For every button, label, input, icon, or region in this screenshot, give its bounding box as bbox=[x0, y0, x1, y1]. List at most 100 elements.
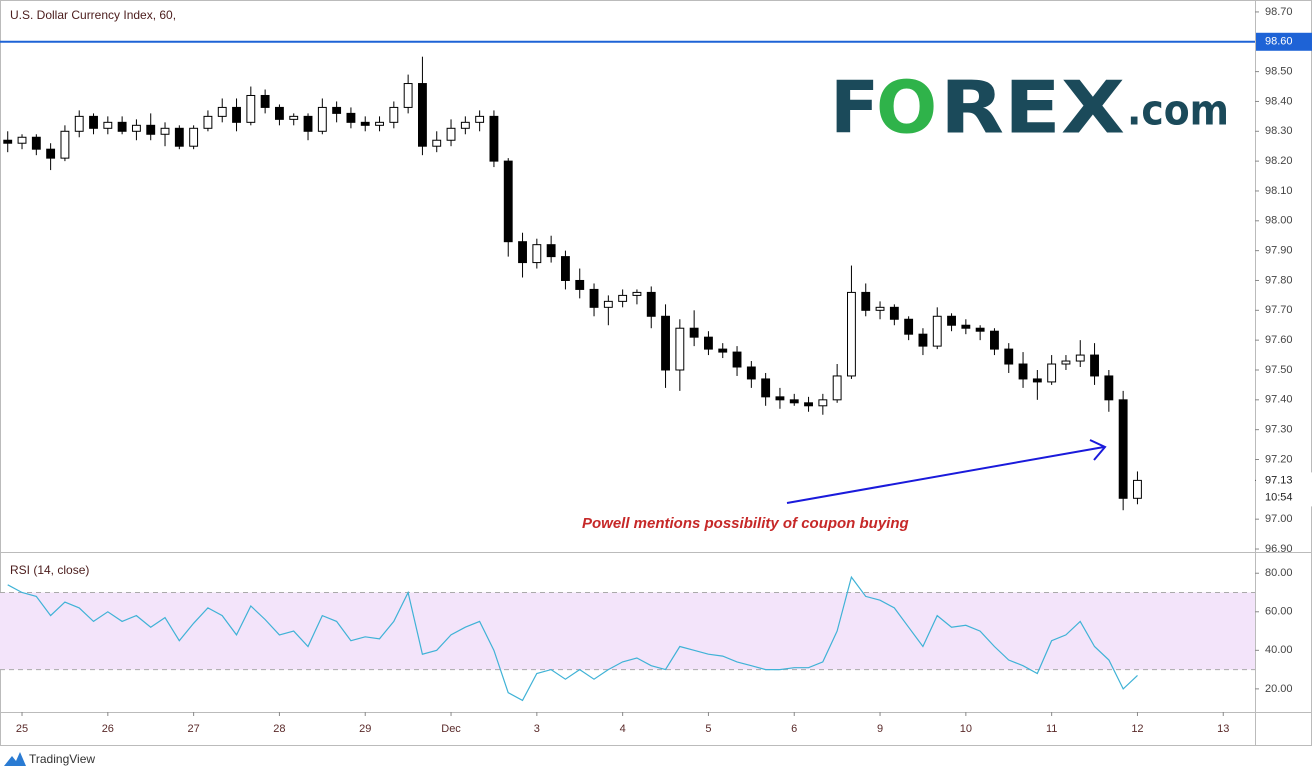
candle-body bbox=[947, 315, 956, 326]
footer-icon bbox=[4, 752, 26, 766]
logo-suffix: .com bbox=[1127, 86, 1229, 135]
candle-body bbox=[618, 294, 628, 302]
candle-body bbox=[60, 130, 70, 159]
y-tick-label: 20.00 bbox=[1265, 683, 1293, 695]
candle-body bbox=[246, 94, 256, 123]
candle-body bbox=[131, 124, 141, 132]
candle-body bbox=[1032, 378, 1042, 383]
candle-body bbox=[1018, 363, 1028, 380]
annotation-arrow bbox=[786, 446, 1105, 504]
y-tick-label: 97.80 bbox=[1265, 274, 1293, 286]
candle-body bbox=[1104, 375, 1114, 401]
candle-body bbox=[861, 291, 871, 311]
logo-o: O bbox=[876, 66, 937, 150]
x-tick-label: 4 bbox=[620, 723, 626, 735]
annotation: Powell mentions possibility of coupon bu… bbox=[582, 515, 909, 532]
candle-body bbox=[117, 121, 127, 132]
candle-body bbox=[375, 121, 384, 126]
candle-body bbox=[918, 333, 928, 347]
y-tick-label: 97.30 bbox=[1265, 424, 1293, 436]
candle-body bbox=[403, 83, 413, 108]
candle-body bbox=[1004, 348, 1014, 365]
candle-body bbox=[603, 300, 613, 308]
candle-body bbox=[818, 399, 828, 407]
candle-body bbox=[661, 315, 670, 371]
candle-body bbox=[260, 94, 270, 108]
y-tick-label: 97.60 bbox=[1265, 334, 1293, 346]
y-tick-label: 97.70 bbox=[1265, 304, 1293, 316]
candle-body bbox=[146, 124, 156, 135]
x-tick-label: 28 bbox=[273, 723, 285, 735]
x-tick-label: Dec bbox=[441, 723, 461, 735]
y-tick-label: 97.40 bbox=[1265, 394, 1293, 406]
logo: F O REX .com bbox=[830, 66, 1229, 150]
candle-body bbox=[718, 348, 728, 353]
candle-body bbox=[775, 396, 785, 401]
candle-body bbox=[961, 324, 971, 329]
candle-body bbox=[1047, 363, 1057, 383]
candle-body bbox=[675, 327, 685, 371]
y-tick-label: 96.90 bbox=[1265, 543, 1293, 555]
y-tick-label: 40.00 bbox=[1265, 644, 1293, 656]
x-tick-label: 9 bbox=[877, 723, 883, 735]
candle-body bbox=[460, 121, 470, 129]
x-tick-label: 25 bbox=[16, 723, 28, 735]
x-tick-label: 12 bbox=[1131, 723, 1143, 735]
candle-body bbox=[103, 121, 113, 129]
candle-body bbox=[589, 288, 599, 308]
candle-body bbox=[31, 136, 41, 150]
candle-body bbox=[303, 115, 313, 132]
candle-body bbox=[217, 106, 227, 117]
x-tick-label: 5 bbox=[705, 723, 711, 735]
candle-body bbox=[746, 366, 756, 380]
candle-body bbox=[789, 399, 799, 404]
candle-body bbox=[203, 115, 213, 129]
candle-body bbox=[160, 127, 170, 135]
y-tick-label: 98.30 bbox=[1265, 125, 1293, 137]
candle-body bbox=[847, 291, 856, 377]
candle-body bbox=[503, 160, 513, 243]
candle-body bbox=[17, 136, 27, 144]
candle-body bbox=[46, 148, 56, 159]
candle-body bbox=[289, 115, 299, 120]
candle-body bbox=[1061, 360, 1071, 365]
x-tick-label: 27 bbox=[188, 723, 200, 735]
y-tick-label: 98.50 bbox=[1265, 66, 1293, 78]
candle-body bbox=[432, 139, 442, 147]
candle-body bbox=[274, 106, 284, 120]
candle-body bbox=[689, 327, 699, 338]
candle-body bbox=[3, 139, 13, 144]
level-tag bbox=[1256, 32, 1312, 51]
candle-body bbox=[632, 291, 642, 296]
candle-body bbox=[761, 378, 771, 398]
candle-body bbox=[561, 256, 570, 281]
candle-body bbox=[646, 291, 656, 317]
y-tick-label: 97.50 bbox=[1265, 364, 1293, 376]
x-tick-label: 6 bbox=[791, 723, 797, 735]
candle-body bbox=[889, 306, 899, 320]
y-tick-label: 98.70 bbox=[1265, 6, 1293, 18]
candle-body bbox=[732, 351, 742, 368]
y-tick-label: 97.90 bbox=[1265, 245, 1293, 257]
candle-body bbox=[575, 279, 585, 290]
x-tick-label: 29 bbox=[359, 723, 371, 735]
logo-f: F bbox=[830, 66, 879, 150]
candle-body bbox=[1090, 354, 1099, 377]
x-tick-label: 10 bbox=[960, 723, 972, 735]
logo-rex: REX bbox=[940, 66, 1125, 150]
candle-body bbox=[904, 318, 914, 335]
x-tick-label: 3 bbox=[534, 723, 540, 735]
rsi-line bbox=[7, 575, 1138, 702]
candle-body bbox=[360, 121, 370, 126]
candle-body bbox=[232, 106, 241, 123]
last-price-label: 97.13 bbox=[1265, 474, 1293, 486]
y-tick-label: 98.40 bbox=[1265, 95, 1293, 107]
candle-body bbox=[389, 106, 399, 123]
candle-body bbox=[804, 402, 813, 407]
y-tick-label: 97.00 bbox=[1265, 513, 1293, 525]
countdown-label: 10:54 bbox=[1265, 491, 1293, 503]
candle-body bbox=[975, 327, 985, 332]
candle-body bbox=[89, 115, 98, 129]
arrow-head bbox=[1089, 439, 1107, 461]
y-tick-label: 97.20 bbox=[1265, 453, 1293, 465]
